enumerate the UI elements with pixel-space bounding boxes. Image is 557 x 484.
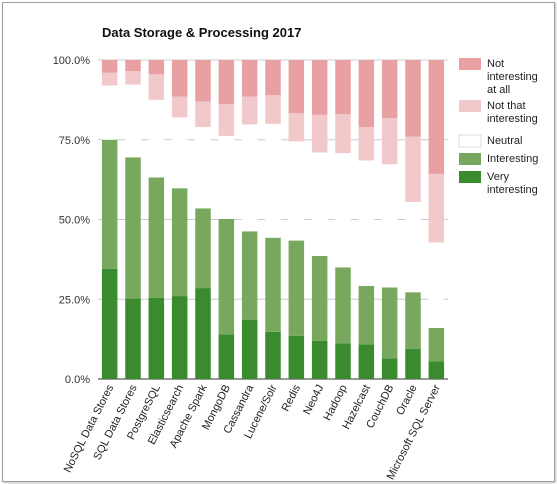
bar-segment: [218, 104, 235, 136]
bar-segment: [195, 126, 211, 209]
bar-segment: [195, 60, 211, 102]
bar-segment: [171, 117, 188, 189]
bar-segment: [335, 153, 351, 268]
bar-segment: [265, 60, 281, 96]
bar-segment: [358, 285, 375, 345]
bar-segment: [405, 60, 421, 137]
bar-segment: [358, 160, 375, 286]
bar-segment: [125, 84, 141, 158]
bar-segment: [381, 60, 398, 119]
bar-segment: [125, 60, 141, 72]
bar-segment: [241, 60, 258, 97]
bar-segment: [195, 208, 211, 289]
bar-segment: [405, 201, 421, 293]
bar-segment: [218, 218, 235, 335]
bar-segment: [358, 344, 375, 379]
legend-swatch: [459, 58, 481, 70]
bar-segment: [358, 126, 375, 161]
legend-swatch: [458, 134, 482, 148]
x-tick-label: Oracle: [394, 383, 419, 417]
bar-segment: [265, 95, 281, 124]
bar-segment: [125, 71, 141, 85]
bar-segment: [335, 267, 351, 344]
y-tick-label: 25.0%: [59, 294, 90, 306]
bar-segment: [148, 177, 165, 298]
legend-label: Very interesting: [487, 171, 538, 196]
bar-segment: [428, 327, 445, 362]
bar-segment: [288, 113, 305, 142]
bar-segment: [218, 60, 235, 105]
bar-segment: [428, 242, 445, 328]
bar-segment: [311, 255, 328, 341]
bar-segment: [241, 124, 258, 232]
bar-segment: [171, 60, 188, 97]
bar-segment: [265, 331, 281, 379]
chart-title: Data Storage & Processing 2017: [102, 25, 301, 40]
bar-segment: [311, 60, 328, 115]
bar-segment: [148, 60, 165, 75]
bar-segment: [171, 188, 188, 297]
bar-segment: [288, 240, 305, 336]
bar-segment: [265, 237, 281, 332]
y-tick-label: 100.0%: [53, 55, 91, 67]
bar-segment: [381, 164, 398, 288]
bar-segment: [101, 85, 118, 140]
bar-segment: [101, 72, 118, 86]
bar-segment: [288, 60, 305, 114]
legend-label: Interesting: [487, 153, 538, 165]
bar-segment: [125, 157, 141, 299]
bar-segment: [428, 60, 445, 174]
bar-segment: [405, 292, 421, 349]
bar-segment: [171, 96, 188, 118]
y-tick-label: 75.0%: [59, 135, 90, 147]
legend: Not interesting at all Not that interesting N…: [458, 58, 538, 196]
legend-label: Not that interesting: [487, 100, 538, 125]
bar-segment: [218, 135, 235, 219]
bar-segment: [405, 348, 421, 379]
bar-segment: [241, 231, 258, 320]
legend-swatch: [459, 100, 481, 112]
x-tick-label: Redis: [280, 382, 304, 413]
bar-segment: [195, 288, 211, 379]
bar-segment: [101, 139, 118, 269]
bar-segment: [405, 136, 421, 202]
bar-segment: [381, 358, 398, 379]
bar-segment: [381, 118, 398, 165]
bar-segment: [288, 335, 305, 379]
bar-segment: [241, 319, 258, 379]
bar-segment: [335, 60, 351, 115]
bar-segment: [428, 173, 445, 243]
legend-swatch: [459, 171, 481, 183]
y-tick-label: 50.0%: [59, 215, 90, 227]
bar-segment: [148, 74, 165, 100]
bar-segment: [265, 123, 281, 238]
bar-segment: [335, 114, 351, 154]
bar-segment: [428, 361, 445, 379]
bar-segment: [195, 101, 211, 127]
bar-segment: [241, 96, 258, 125]
bar-segment: [335, 343, 351, 379]
bar-segment: [101, 60, 118, 73]
bar-segment: [358, 60, 375, 127]
bar-segment: [288, 141, 305, 241]
bar-segment: [218, 334, 235, 379]
y-tick-label: 0.0%: [65, 374, 90, 386]
bar-segment: [148, 297, 165, 379]
bar-segment: [311, 152, 328, 256]
bar-segment: [311, 114, 328, 153]
y-axis-ticks: 0.0% 25.0% 50.0% 75.0% 100.0%: [53, 55, 91, 386]
bar-segment: [381, 287, 398, 359]
x-tick-label: Neo4J: [301, 383, 326, 417]
bar-segment: [125, 298, 141, 379]
bar-segment: [171, 296, 188, 379]
legend-label: Not interesting at all: [487, 58, 538, 96]
bars: [101, 60, 445, 379]
bar-segment: [311, 340, 328, 379]
bar-segment: [148, 99, 165, 178]
legend-label: Neutral: [487, 135, 522, 147]
bar-segment: [101, 268, 118, 379]
legend-swatch: [459, 153, 481, 165]
